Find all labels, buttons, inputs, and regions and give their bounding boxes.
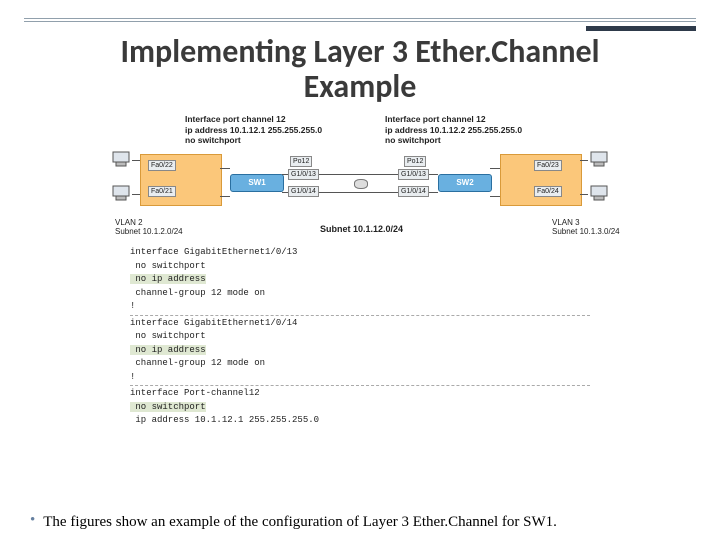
bullet-marker: • xyxy=(30,513,35,532)
cfg-left-l2: ip address 10.1.12.1 255.255.255.0 xyxy=(185,125,380,135)
config-code: interface GigabitEthernet1/0/13 no switc… xyxy=(130,246,590,428)
code-l01: interface GigabitEthernet1/0/13 xyxy=(130,246,590,260)
bullet: • The figures show an example of the con… xyxy=(30,513,690,532)
cfg-right: Interface port channel 12 ip address 10.… xyxy=(385,114,580,145)
cfg-left: Interface port channel 12 ip address 10.… xyxy=(185,114,380,145)
vlan2-label: VLAN 2 Subnet 10.1.2.0/24 xyxy=(115,219,183,237)
vlan2-l2: Subnet 10.1.2.0/24 xyxy=(115,228,183,237)
cfg-left-l3: no switchport xyxy=(185,135,380,145)
code-l10: ! xyxy=(130,371,590,385)
code-l09: channel-group 12 mode on xyxy=(130,357,590,371)
code-l05: ! xyxy=(130,300,590,314)
code-l13: ip address 10.1.12.1 255.255.255.0 xyxy=(130,414,590,428)
vlan3-l2: Subnet 10.1.3.0/24 xyxy=(552,228,620,237)
code-l03: no ip address xyxy=(130,274,206,284)
code-sep xyxy=(130,315,590,316)
sw2-icon: SW2 xyxy=(438,174,492,192)
wire xyxy=(490,196,500,197)
code-l08: no ip address xyxy=(130,345,206,355)
code-l04: channel-group 12 mode on xyxy=(130,287,590,301)
vlan3-label: VLAN 3 Subnet 10.1.3.0/24 xyxy=(552,219,620,237)
port-fa021: Fa0/21 xyxy=(148,186,176,197)
slide-root: Implementing Layer 3 Ether.Channel Examp… xyxy=(0,0,720,540)
wire xyxy=(220,168,230,169)
code-l12: no switchport xyxy=(130,402,206,412)
code-l07: no switchport xyxy=(130,330,590,344)
title-line1: Implementing Layer 3 Ether.Channel xyxy=(120,32,599,71)
sw1-icon: SW1 xyxy=(230,174,284,192)
wire xyxy=(220,196,230,197)
top-rule-accent xyxy=(586,26,696,31)
code-sep xyxy=(130,385,590,386)
port-fa024: Fa0/24 xyxy=(534,186,562,197)
wire xyxy=(490,168,500,169)
cfg-left-l1: Interface port channel 12 xyxy=(185,114,380,124)
cfg-right-l3: no switchport xyxy=(385,135,580,145)
host-icon xyxy=(110,184,132,204)
code-l11: interface Port-channel12 xyxy=(130,387,590,401)
wire xyxy=(580,194,588,195)
top-rule xyxy=(24,18,696,22)
port-po12b: Po12 xyxy=(404,156,426,167)
slide-title: Implementing Layer 3 Ether.Channel Examp… xyxy=(40,34,680,104)
port-g1013b: G1/0/13 xyxy=(398,169,429,180)
host-icon xyxy=(588,184,610,204)
wire xyxy=(580,160,588,161)
cfg-right-l1: Interface port channel 12 xyxy=(385,114,580,124)
title-line2: Example xyxy=(304,67,417,106)
wire xyxy=(132,160,140,161)
port-g1014a: G1/0/14 xyxy=(288,186,319,197)
bullet-text: The figures show an example of the confi… xyxy=(43,513,557,532)
port-g1013a: G1/0/13 xyxy=(288,169,319,180)
code-l06: interface GigabitEthernet1/0/14 xyxy=(130,317,590,331)
port-po12a: Po12 xyxy=(290,156,312,167)
cfg-right-l2: ip address 10.1.12.2 255.255.255.0 xyxy=(385,125,580,135)
channel-bundle-icon xyxy=(354,179,368,189)
port-g1014b: G1/0/14 xyxy=(398,186,429,197)
port-fa022: Fa0/22 xyxy=(148,160,176,171)
wire xyxy=(132,194,140,195)
code-l02: no switchport xyxy=(130,260,590,274)
subnet-label: Subnet 10.1.12.0/24 xyxy=(320,224,403,234)
host-icon xyxy=(110,150,132,170)
network-diagram: Interface port channel 12 ip address 10.… xyxy=(80,114,640,234)
host-icon xyxy=(588,150,610,170)
port-fa023: Fa0/23 xyxy=(534,160,562,171)
